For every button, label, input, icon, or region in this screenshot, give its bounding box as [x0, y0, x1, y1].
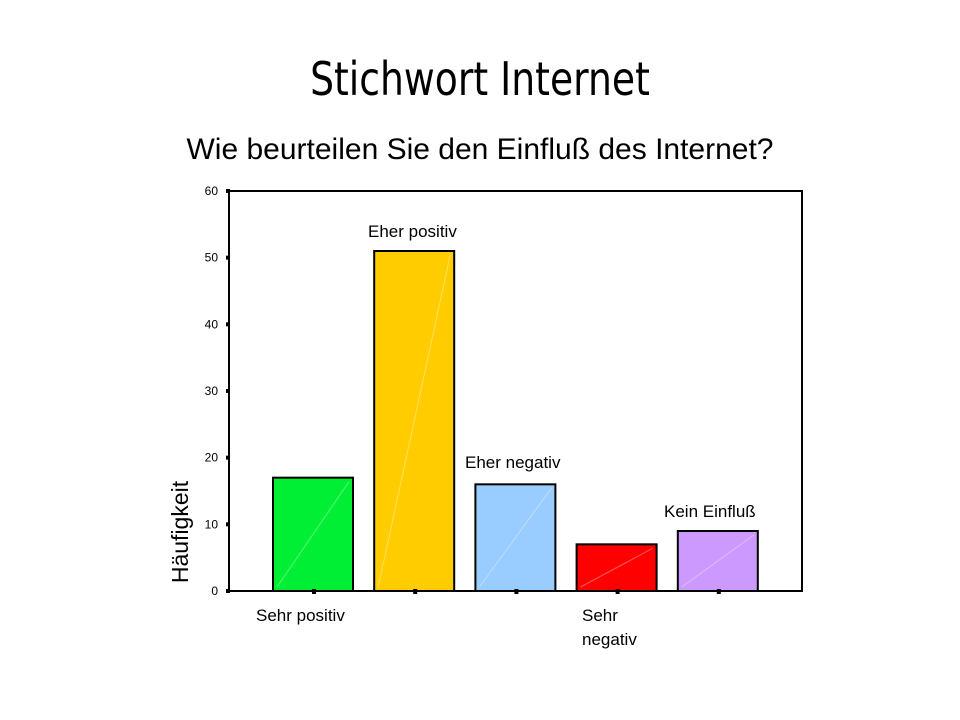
y-tick-mark: [226, 589, 230, 593]
y-tick-mark: [226, 322, 230, 327]
y-tick-mark: [226, 522, 230, 527]
bar: [474, 483, 557, 593]
x-tick-mark: [615, 589, 620, 594]
bar-gloss-line: [478, 488, 552, 588]
category-label: Sehr positiv: [256, 606, 345, 625]
bar-gloss-line: [276, 481, 350, 588]
x-tick-mark: [716, 589, 721, 594]
y-tick-label: 0: [211, 584, 218, 598]
y-tick-mark: [226, 455, 230, 460]
bar: [676, 530, 759, 592]
y-axis-label: Häufigkeit: [167, 480, 193, 583]
y-tick-label: 30: [205, 384, 219, 398]
bar-gloss-line: [681, 534, 755, 588]
x-tick-mark: [312, 589, 316, 594]
y-tick-mark: [226, 389, 230, 393]
y-tick-label: 10: [205, 517, 219, 531]
x-tick-mark: [514, 589, 519, 594]
y-tick-label: 20: [205, 451, 219, 465]
category-label: Sehr negativ: [582, 606, 637, 649]
x-tick-mark: [413, 589, 418, 594]
bar-gloss-line: [580, 547, 653, 588]
bar: [272, 476, 354, 592]
page-title: Stichwort Internet: [310, 52, 650, 106]
y-tick-mark: [226, 189, 230, 193]
y-tick-mark: [226, 255, 230, 260]
category-label: Kein Einfluß: [664, 502, 756, 521]
category-label: Eher positiv: [368, 222, 457, 241]
y-tick-label: 60: [205, 184, 219, 198]
y-tick-label: 50: [205, 251, 219, 265]
bar-gloss-line: [377, 254, 451, 588]
chart-subtitle: Wie beurteilen Sie den Einfluß des Inter…: [186, 133, 774, 166]
bar: [575, 543, 658, 592]
category-label: Eher negativ: [465, 453, 561, 472]
y-tick-label: 40: [205, 317, 219, 331]
bar: [373, 250, 456, 592]
